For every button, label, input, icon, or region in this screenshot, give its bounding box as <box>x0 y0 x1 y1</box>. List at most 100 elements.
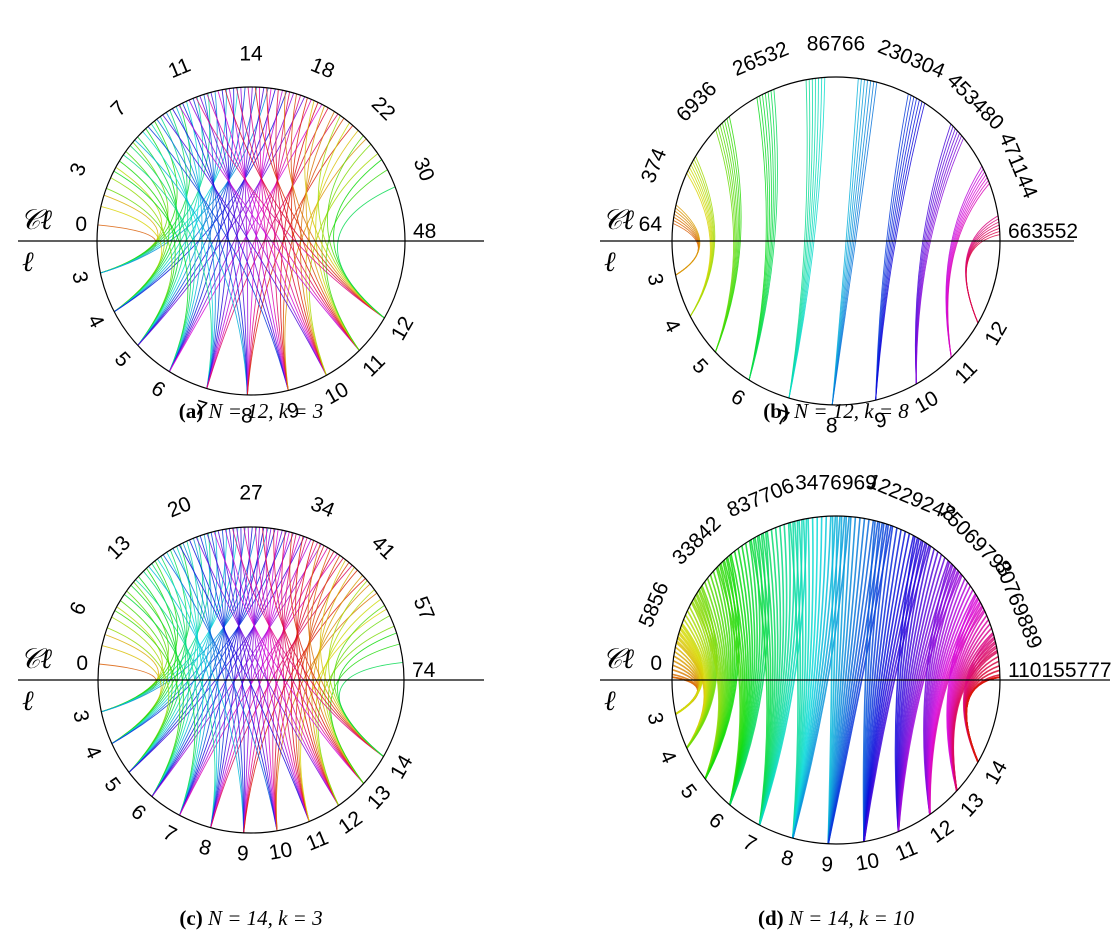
chord-line <box>317 625 395 806</box>
chord-line <box>259 87 289 391</box>
chord-line <box>100 141 169 274</box>
chord-line <box>291 97 327 376</box>
panel-d: 5856338428377063476969122292487506979380… <box>600 470 1112 930</box>
chord-line <box>275 89 327 376</box>
chord-bundle <box>97 86 396 396</box>
outer-circle <box>671 515 1001 845</box>
upper-tick-label: 27 <box>239 482 262 505</box>
chord-line <box>240 87 249 396</box>
chord-line <box>686 586 718 749</box>
chord-line <box>947 183 990 358</box>
lower-tick-label: 9 <box>821 853 834 877</box>
chord-line <box>206 93 360 351</box>
left-endpoint-label: 64 <box>639 213 663 236</box>
left-endpoint-label: 0 <box>650 652 662 675</box>
chord-line <box>704 554 740 780</box>
chord-line <box>210 528 272 828</box>
chord-line <box>135 579 216 828</box>
chord-line <box>210 92 248 396</box>
lower-tick-label: 7 <box>739 831 760 857</box>
chord-line <box>265 527 310 822</box>
chord-line <box>137 116 189 346</box>
chord-line <box>195 537 339 806</box>
chord-line <box>831 80 869 406</box>
chord-line <box>831 79 865 406</box>
lower-tick-label: 9 <box>285 398 302 423</box>
panel-caption: (d) N = 14, k = 10 <box>758 906 915 930</box>
upper-tick-label: 11 <box>165 54 194 84</box>
chord-line <box>169 104 323 372</box>
chord-line <box>946 177 988 358</box>
chord-line <box>162 554 278 831</box>
upper-tick-label: 5856 <box>634 579 673 631</box>
chord-line <box>151 543 322 797</box>
chord-line <box>831 80 872 406</box>
chord-line <box>172 108 289 391</box>
chord-line <box>289 532 384 757</box>
chord-line <box>325 169 388 351</box>
chord-line <box>299 111 335 376</box>
chord-line <box>236 527 310 822</box>
chord-line <box>831 78 862 406</box>
left-endpoint-label: 0 <box>75 213 87 236</box>
chord-line <box>113 88 227 313</box>
outer-circle <box>96 86 406 396</box>
lower-side-label: ℓ <box>604 245 616 278</box>
chord-line <box>206 99 312 389</box>
chord-line <box>298 583 371 822</box>
right-endpoint-label: 110155777 <box>1008 659 1112 682</box>
lower-tick-label: 11 <box>892 836 921 866</box>
lower-tick-label: 6 <box>727 385 749 411</box>
chord-line <box>137 87 246 346</box>
chord-line <box>97 224 157 274</box>
upper-tick-label: 471144 <box>994 130 1042 202</box>
chord-line <box>247 526 278 831</box>
chord-line <box>330 643 400 784</box>
chord-line <box>273 528 365 784</box>
chord-line <box>254 527 339 806</box>
chord-line <box>128 528 276 773</box>
chord-bundle <box>98 526 404 833</box>
chord-line <box>178 104 360 351</box>
panel-caption: (c) N = 14, k = 3 <box>179 906 322 930</box>
lower-tick-label: 4 <box>80 742 106 762</box>
chord-line <box>315 122 360 351</box>
chord-line <box>151 527 265 797</box>
lower-tick-label: 12 <box>980 318 1012 350</box>
chord-line <box>307 543 384 757</box>
chord-line <box>142 131 214 389</box>
chord-line <box>262 527 384 757</box>
chord-line <box>875 99 920 401</box>
lower-tick-label: 5 <box>687 354 712 378</box>
lower-tick-label: 7 <box>159 821 180 847</box>
chord-line <box>788 77 826 399</box>
lower-side-label: ℓ <box>604 684 616 717</box>
lower-tick-label: 13 <box>956 789 989 822</box>
chord-line <box>134 139 248 396</box>
chord-line <box>295 536 365 784</box>
chord-line <box>308 153 379 376</box>
chord-line <box>675 204 701 276</box>
chord-line <box>206 113 339 389</box>
caption-body: N = 14, k = 10 <box>788 906 915 930</box>
chord-line <box>128 576 178 773</box>
upper-tick-label: 80769889 <box>989 557 1046 652</box>
lower-tick-label: 10 <box>911 387 943 418</box>
chord-line <box>788 78 813 399</box>
chord-line <box>179 530 283 816</box>
chord-line <box>318 566 365 784</box>
upper-tick-label: 837706 <box>724 474 798 522</box>
chord-line <box>151 534 212 797</box>
chord-line <box>210 532 227 828</box>
chord-line <box>952 649 998 792</box>
upper-tick-label: 86766 <box>807 33 865 56</box>
chord-line <box>128 531 218 773</box>
chord-line <box>179 538 212 816</box>
chord-line <box>284 138 367 391</box>
chord-line <box>179 529 226 816</box>
chord-line <box>147 126 289 391</box>
